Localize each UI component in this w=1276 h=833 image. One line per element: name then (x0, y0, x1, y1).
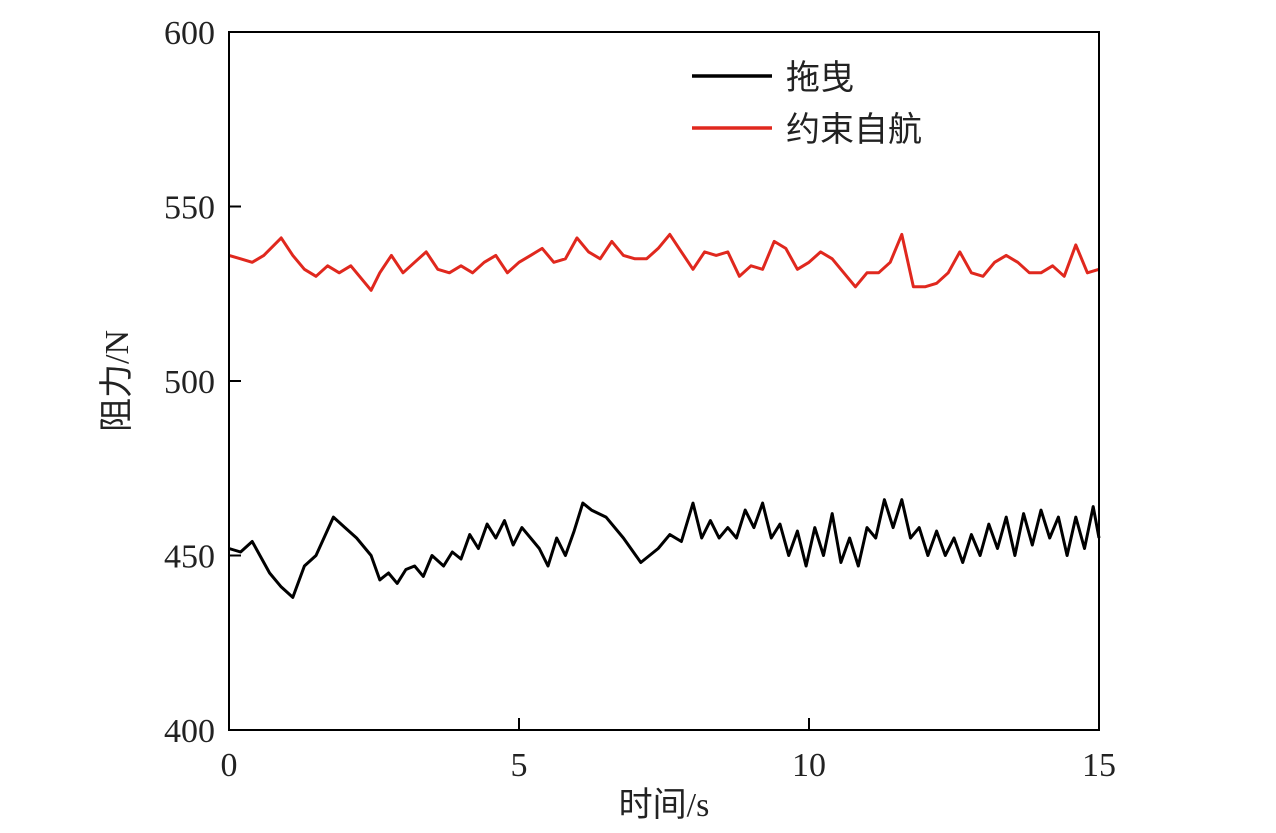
y-tick-label-4: 600 (164, 15, 215, 52)
x-tick-label-0: 0 (221, 747, 238, 784)
series-line-0 (228, 498, 1101, 599)
x-tick-label-1: 5 (511, 747, 528, 784)
axis-layer: 0 5 10 15 400 450 500 550 600 (164, 15, 1116, 784)
y-tick-label-1: 450 (164, 539, 215, 576)
x-tick-label-3: 15 (1082, 747, 1116, 784)
plot-frame (228, 31, 1100, 731)
series-line-1 (228, 232, 1100, 292)
y-axis-label: 阻力/N (98, 330, 136, 432)
legend-label-tuoye: 拖曳 (786, 59, 854, 97)
legend-label-yueshu: 约束自航 (786, 111, 922, 149)
legend: 拖曳 约束自航 (692, 59, 922, 149)
y-tick-label-0: 400 (164, 713, 215, 750)
y-tick-label-2: 500 (164, 364, 215, 401)
x-tick-label-2: 10 (792, 747, 826, 784)
series-layer (228, 232, 1101, 599)
y-tick-label-3: 550 (164, 190, 215, 227)
x-axis-label: 时间/s (619, 787, 710, 824)
